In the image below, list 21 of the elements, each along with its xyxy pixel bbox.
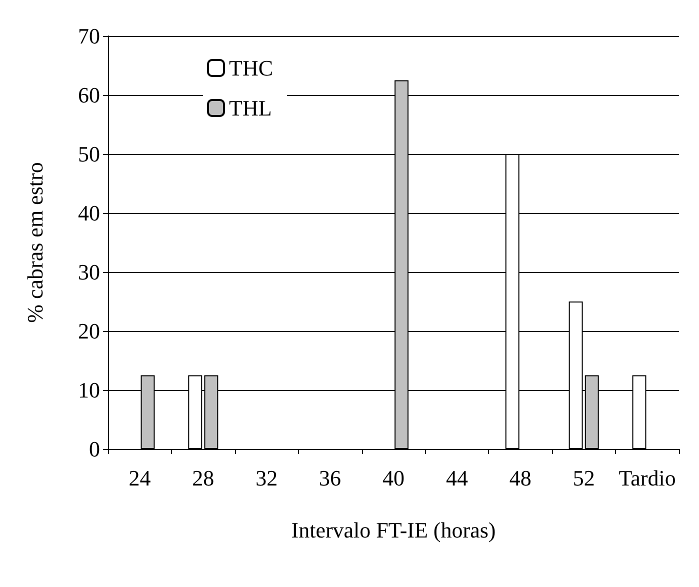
legend-label: THL — [229, 96, 272, 120]
y-tick-label: 40 — [78, 200, 100, 226]
x-tick-label: 32 — [256, 466, 278, 490]
y-axis-title: % cabras em estro — [22, 162, 48, 323]
y-tick-label: 20 — [78, 318, 100, 344]
x-tick-label: 52 — [572, 466, 595, 490]
x-tick-label: 48 — [509, 466, 532, 490]
x-tick-label: 28 — [192, 466, 214, 490]
y-tick-label: 10 — [78, 378, 100, 402]
x-tick-label: 36 — [319, 466, 342, 490]
y-tick-label: 0 — [89, 436, 100, 462]
y-tick-label: 50 — [78, 142, 100, 166]
y-tick-label: 70 — [78, 24, 100, 48]
x-axis-title: Intervalo FT-IE (horas) — [291, 518, 496, 542]
y-tick-label: 60 — [78, 82, 100, 108]
y-tick-label: 30 — [78, 260, 100, 284]
x-tick-label: 44 — [446, 466, 468, 490]
x-tick-label: 24 — [128, 466, 151, 490]
x-tick-label: 40 — [382, 466, 404, 490]
legend-label: THC — [229, 56, 273, 80]
x-tick-label: Tardio — [618, 466, 676, 490]
